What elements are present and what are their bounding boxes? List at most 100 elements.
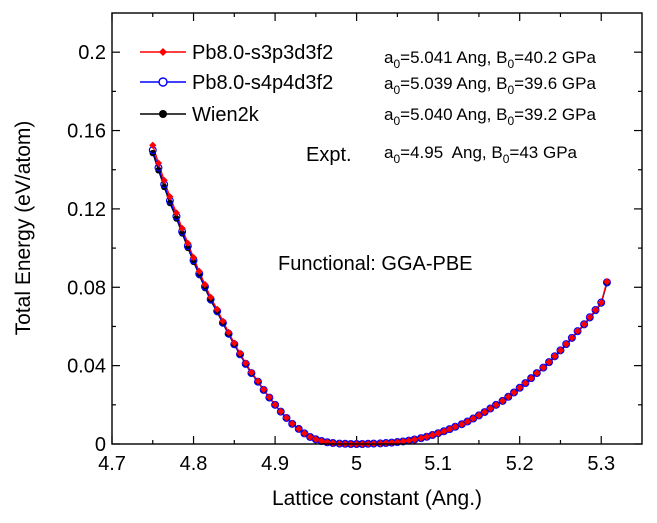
series-line-wien2k: [152, 152, 608, 445]
point-pb8-0-s3p3d3f2: [586, 313, 594, 321]
point-pb8-0-s3p3d3f2: [533, 369, 541, 377]
point-pb8-0-s3p3d3f2: [521, 379, 529, 387]
point-pb8-0-s3p3d3f2: [178, 224, 186, 232]
fit-params-expt: a0=4.95 Ang, B0=43 GPa: [384, 143, 578, 166]
legend-entry-wien2k: Wien2k: [140, 104, 260, 126]
point-pb8-0-s3p3d3f2: [160, 176, 168, 184]
point-pb8-0-s3p3d3f2: [260, 385, 268, 393]
point-pb8-0-s3p3d3f2: [445, 425, 454, 433]
point-pb8-0-s3p3d3f2: [225, 328, 233, 336]
legend-label: Pb8.0-s4p4d3f2: [192, 72, 333, 94]
point-wien2k: [160, 183, 168, 191]
point-pb8-0-s3p3d3f2: [242, 359, 250, 367]
point-pb8-0-s3p3d3f2: [417, 434, 425, 442]
series-lines: [152, 145, 608, 445]
point-pb8-0-s3p3d3f2: [154, 159, 163, 167]
point-pb8-0-s3p3d3f2: [265, 393, 273, 401]
point-pb8-0-s3p3d3f2: [562, 340, 570, 348]
point-pb8-0-s3p3d3f2: [434, 429, 442, 437]
point-pb8-0-s3p3d3f2: [469, 414, 477, 423]
point-pb8-0-s3p3d3f2: [295, 425, 303, 433]
point-pb8-0-s3p3d3f2: [423, 433, 431, 441]
point-pb8-0-s3p3d3f2: [300, 429, 309, 438]
legend: Pb8.0-s3p3d3f2 Pb8.0-s4p4d3f2 Wien2k: [140, 42, 333, 126]
x-tick-label: 5.2: [506, 453, 534, 475]
point-pb8-0-s3p3d3f2: [399, 437, 407, 446]
point-wien2k: [173, 215, 180, 222]
point-pb8-0-s3p3d3f2: [288, 420, 296, 428]
point-pb8-0-s3p3d3f2: [317, 437, 326, 445]
x-tick-label: 4.8: [180, 453, 208, 475]
point-pb8-0-s3p3d3f2: [149, 141, 157, 149]
point-pb8-0-s3p3d3f2: [393, 438, 401, 446]
point-pb8-0-s3p3d3f2: [388, 439, 396, 447]
point-pb8-0-s3p3d3f2: [498, 397, 507, 405]
series-line-pb8-0-s3p3d3f2: [152, 145, 608, 445]
x-tick-label: 5.3: [587, 453, 615, 475]
point-pb8-0-s3p3d3f2: [219, 317, 227, 325]
point-pb8-0-s3p3d3f2: [556, 346, 565, 354]
legend-marker-open-circle: [158, 77, 168, 87]
y-tick-label: 0: [95, 434, 106, 456]
legend-entry-s4p4d3f2: Pb8.0-s4p4d3f2: [140, 72, 333, 94]
point-pb8-0-s3p3d3f2: [201, 280, 209, 289]
point-pb8-0-s3p3d3f2: [458, 420, 466, 428]
point-pb8-0-s3p3d3f2: [184, 239, 192, 247]
x-tick-labels: 4.7 4.8 4.9 5 5.1 5.2 5.3: [98, 453, 615, 475]
point-pb8-0-s3p3d3f2: [247, 368, 256, 376]
point-pb8-0-s3p3d3f2: [382, 439, 390, 447]
point-pb8-0-s3p3d3f2: [527, 374, 535, 382]
series-markers: [148, 141, 611, 449]
y-tick-label: 0.08: [67, 277, 106, 299]
point-pb8-0-s3p3d3f2: [440, 427, 448, 435]
point-pb8-0-s3p3d3f2: [329, 439, 337, 447]
point-pb8-0-s3p3d3f2: [189, 253, 198, 262]
point-pb8-0-s3p3d3f2: [213, 305, 221, 314]
x-tick-label: 5: [351, 453, 362, 475]
legend-label: Wien2k: [192, 104, 260, 126]
point-pb8-0-s3p3d3f2: [597, 298, 605, 307]
y-tick-labels: 0 0.04 0.08 0.12 0.16 0.2: [67, 42, 106, 456]
point-pb8-0-s3p3d3f2: [271, 401, 279, 409]
fit-params-s4p4d3f2: a0=5.039 Ang, B0=39.6 GPa: [384, 74, 596, 97]
series-line-pb8-0-s4p4d3f2: [152, 149, 608, 445]
point-pb8-0-s3p3d3f2: [277, 407, 285, 416]
y-tick-label: 0.2: [78, 42, 106, 64]
point-pb8-0-s3p3d3f2: [463, 417, 472, 426]
y-axis-title: Total Energy (eV/atom): [12, 121, 35, 336]
point-pb8-0-s3p3d3f2: [573, 327, 582, 335]
x-tick-label: 4.9: [261, 453, 289, 475]
point-pb8-0-s3p3d3f2: [405, 437, 413, 445]
fit-params-s3p3d3f2: a0=5.041 Ang, B0=40.2 GPa: [384, 48, 596, 71]
point-pb8-0-s3p3d3f2: [603, 277, 611, 286]
point-pb8-0-s3p3d3f2: [551, 352, 559, 360]
point-pb8-0-s3p3d3f2: [236, 349, 244, 357]
point-pb8-0-s3p3d3f2: [545, 358, 553, 366]
point-pb8-0-s3p3d3f2: [282, 414, 291, 422]
x-axis-title: Lattice constant (Ang.): [272, 487, 482, 510]
point-pb8-0-s3p3d3f2: [504, 393, 512, 401]
fit-params-wien2k: a0=5.040 Ang, B0=39.2 GPa: [384, 105, 596, 128]
point-pb8-0-s3p3d3f2: [410, 435, 419, 444]
point-pb8-0-s3p3d3f2: [428, 431, 437, 439]
point-wien2k: [155, 167, 162, 174]
point-pb8-0-s3p3d3f2: [312, 435, 320, 443]
point-pb8-0-s3p3d3f2: [230, 339, 238, 347]
point-pb8-0-s3p3d3f2: [172, 209, 181, 217]
point-pb8-0-s3p3d3f2: [306, 433, 314, 441]
legend-entry-s3p3d3f2: Pb8.0-s3p3d3f2: [140, 42, 333, 64]
point-wien2k: [166, 199, 174, 207]
point-pb8-0-s3p3d3f2: [195, 267, 203, 276]
plot-frame: [111, 12, 643, 445]
x-tick-label: 5.1: [424, 453, 452, 475]
point-pb8-0-s3p3d3f2: [492, 401, 500, 409]
expt-label: Expt.: [306, 144, 352, 166]
functional-label: Functional: GGA-PBE: [278, 253, 473, 275]
point-pb8-0-s3p3d3f2: [481, 408, 489, 416]
point-pb8-0-s3p3d3f2: [568, 334, 576, 342]
point-pb8-0-s3p3d3f2: [451, 423, 459, 431]
point-pb8-0-s3p3d3f2: [475, 411, 483, 419]
legend-label: Pb8.0-s3p3d3f2: [192, 42, 333, 64]
legend-marker-filled-circle: [159, 110, 167, 118]
